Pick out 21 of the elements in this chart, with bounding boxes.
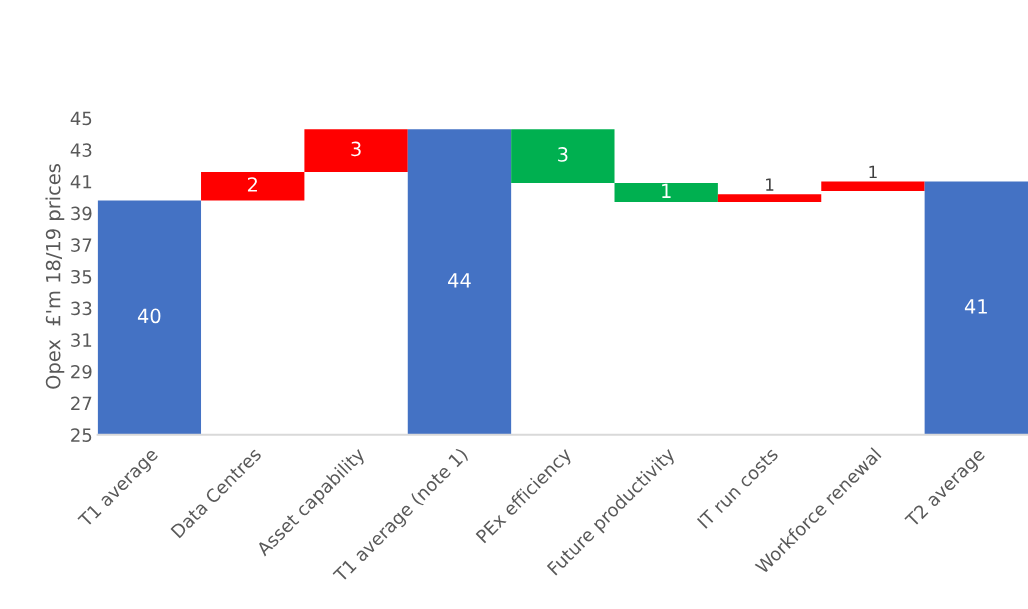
y-tick-label: 41 xyxy=(70,175,92,189)
y-tick-label: 43 xyxy=(70,143,92,157)
y-tick-label: 29 xyxy=(71,364,92,379)
data-label: 3 xyxy=(351,141,361,157)
data-label: 41 xyxy=(964,299,987,314)
y-tick-label: 35 xyxy=(71,269,92,284)
y-tick-label: 45 xyxy=(70,111,92,126)
y-tick-label: 33 xyxy=(71,301,92,316)
data-label: 1 xyxy=(766,178,774,191)
data-label: 1 xyxy=(662,183,671,198)
data-label: 44 xyxy=(448,273,471,288)
data-label: 1 xyxy=(869,165,877,179)
y-tick-label: 25 xyxy=(71,428,92,442)
data-label: 40 xyxy=(137,308,161,324)
data-label: 2 xyxy=(247,177,257,192)
y-tick-label: 37 xyxy=(71,238,92,252)
data-label: 3 xyxy=(558,147,568,162)
y-tick-label: 39 xyxy=(71,206,92,221)
y-tick-label: 27 xyxy=(71,396,92,411)
y-axis-title: Opex £'m 18/19 prices xyxy=(45,164,65,389)
y-tick-label: 31 xyxy=(71,333,92,347)
